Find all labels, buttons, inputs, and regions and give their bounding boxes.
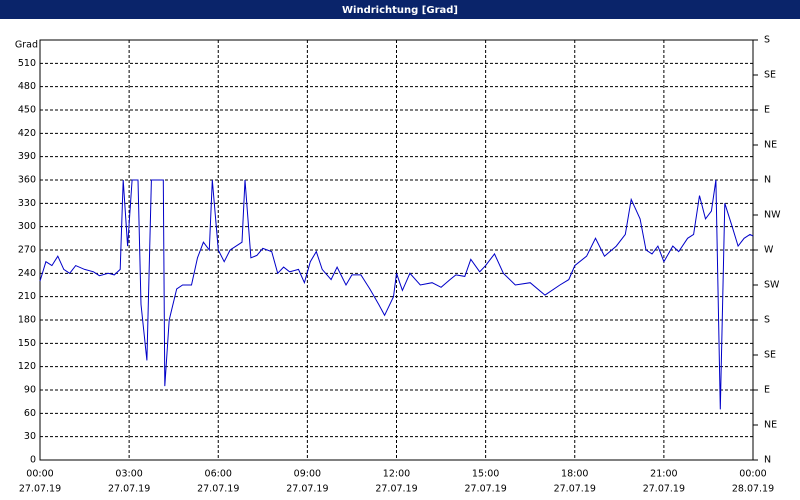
x-tick-label: 03:00 <box>115 469 142 480</box>
data-line <box>39 179 754 410</box>
y-tick-label: 90 <box>24 385 36 396</box>
x-tick-date: 27.07.19 <box>375 484 417 495</box>
x-tick-label: 15:00 <box>472 469 499 480</box>
x-tick-date: 27.07.19 <box>286 484 328 495</box>
title-bar <box>0 0 800 19</box>
x-tick-date: 27.07.19 <box>554 484 596 495</box>
y-tick-label: 240 <box>18 268 36 279</box>
x-tick-label: 00:00 <box>26 469 53 480</box>
y-tick-label: 420 <box>18 128 36 139</box>
y-tick-label: 0 <box>30 455 36 466</box>
y-tick-label: 450 <box>18 105 36 116</box>
x-tick-date: 27.07.19 <box>19 484 61 495</box>
x-tick-label: 06:00 <box>205 469 232 480</box>
x-tick-label: 09:00 <box>294 469 321 480</box>
x-tick-date: 27.07.19 <box>464 484 506 495</box>
y2-tick-label: W <box>764 245 774 256</box>
y2-tick-label: NE <box>764 140 777 151</box>
x-tick-date: 27.07.19 <box>643 484 685 495</box>
y2-tick-label: NE <box>764 420 777 431</box>
y-tick-label: 180 <box>18 315 36 326</box>
y-tick-label: 30 <box>24 431 36 442</box>
y-tick-label: 150 <box>18 338 36 349</box>
y-tick-label: 60 <box>24 408 36 419</box>
x-tick-date: 28.07.19 <box>732 484 774 495</box>
chart-title: Windrichtung [Grad] <box>342 5 458 16</box>
y2-tick-label: E <box>764 385 770 396</box>
y-tick-label: 390 <box>18 151 36 162</box>
y-tick-label: 510 <box>18 58 36 69</box>
y2-tick-label: S <box>764 35 770 46</box>
x-tick-label: 21:00 <box>650 469 677 480</box>
y2-tick-label: SE <box>764 70 776 81</box>
y2-tick-label: SW <box>764 280 780 291</box>
y-axis-label: Grad <box>15 40 38 51</box>
y2-tick-label: E <box>764 105 770 116</box>
y-tick-label: 120 <box>18 361 36 372</box>
x-tick-label: 18:00 <box>561 469 588 480</box>
y-tick-label: 210 <box>18 291 36 302</box>
y-tick-label: 330 <box>18 198 36 209</box>
x-tick-label: 00:00 <box>739 469 766 480</box>
y-tick-label: 270 <box>18 245 36 256</box>
x-tick-label: 12:00 <box>383 469 410 480</box>
y2-tick-label: SE <box>764 350 776 361</box>
y2-tick-label: N <box>764 175 771 186</box>
y2-tick-label: NW <box>764 210 781 221</box>
y2-tick-label: S <box>764 315 770 326</box>
x-tick-date: 27.07.19 <box>197 484 239 495</box>
plot-frame <box>39 39 754 461</box>
y-tick-label: 300 <box>18 221 36 232</box>
y2-tick-label: N <box>764 455 771 466</box>
y-tick-label: 480 <box>18 81 36 92</box>
y-tick-label: 360 <box>18 175 36 186</box>
x-tick-date: 27.07.19 <box>108 484 150 495</box>
